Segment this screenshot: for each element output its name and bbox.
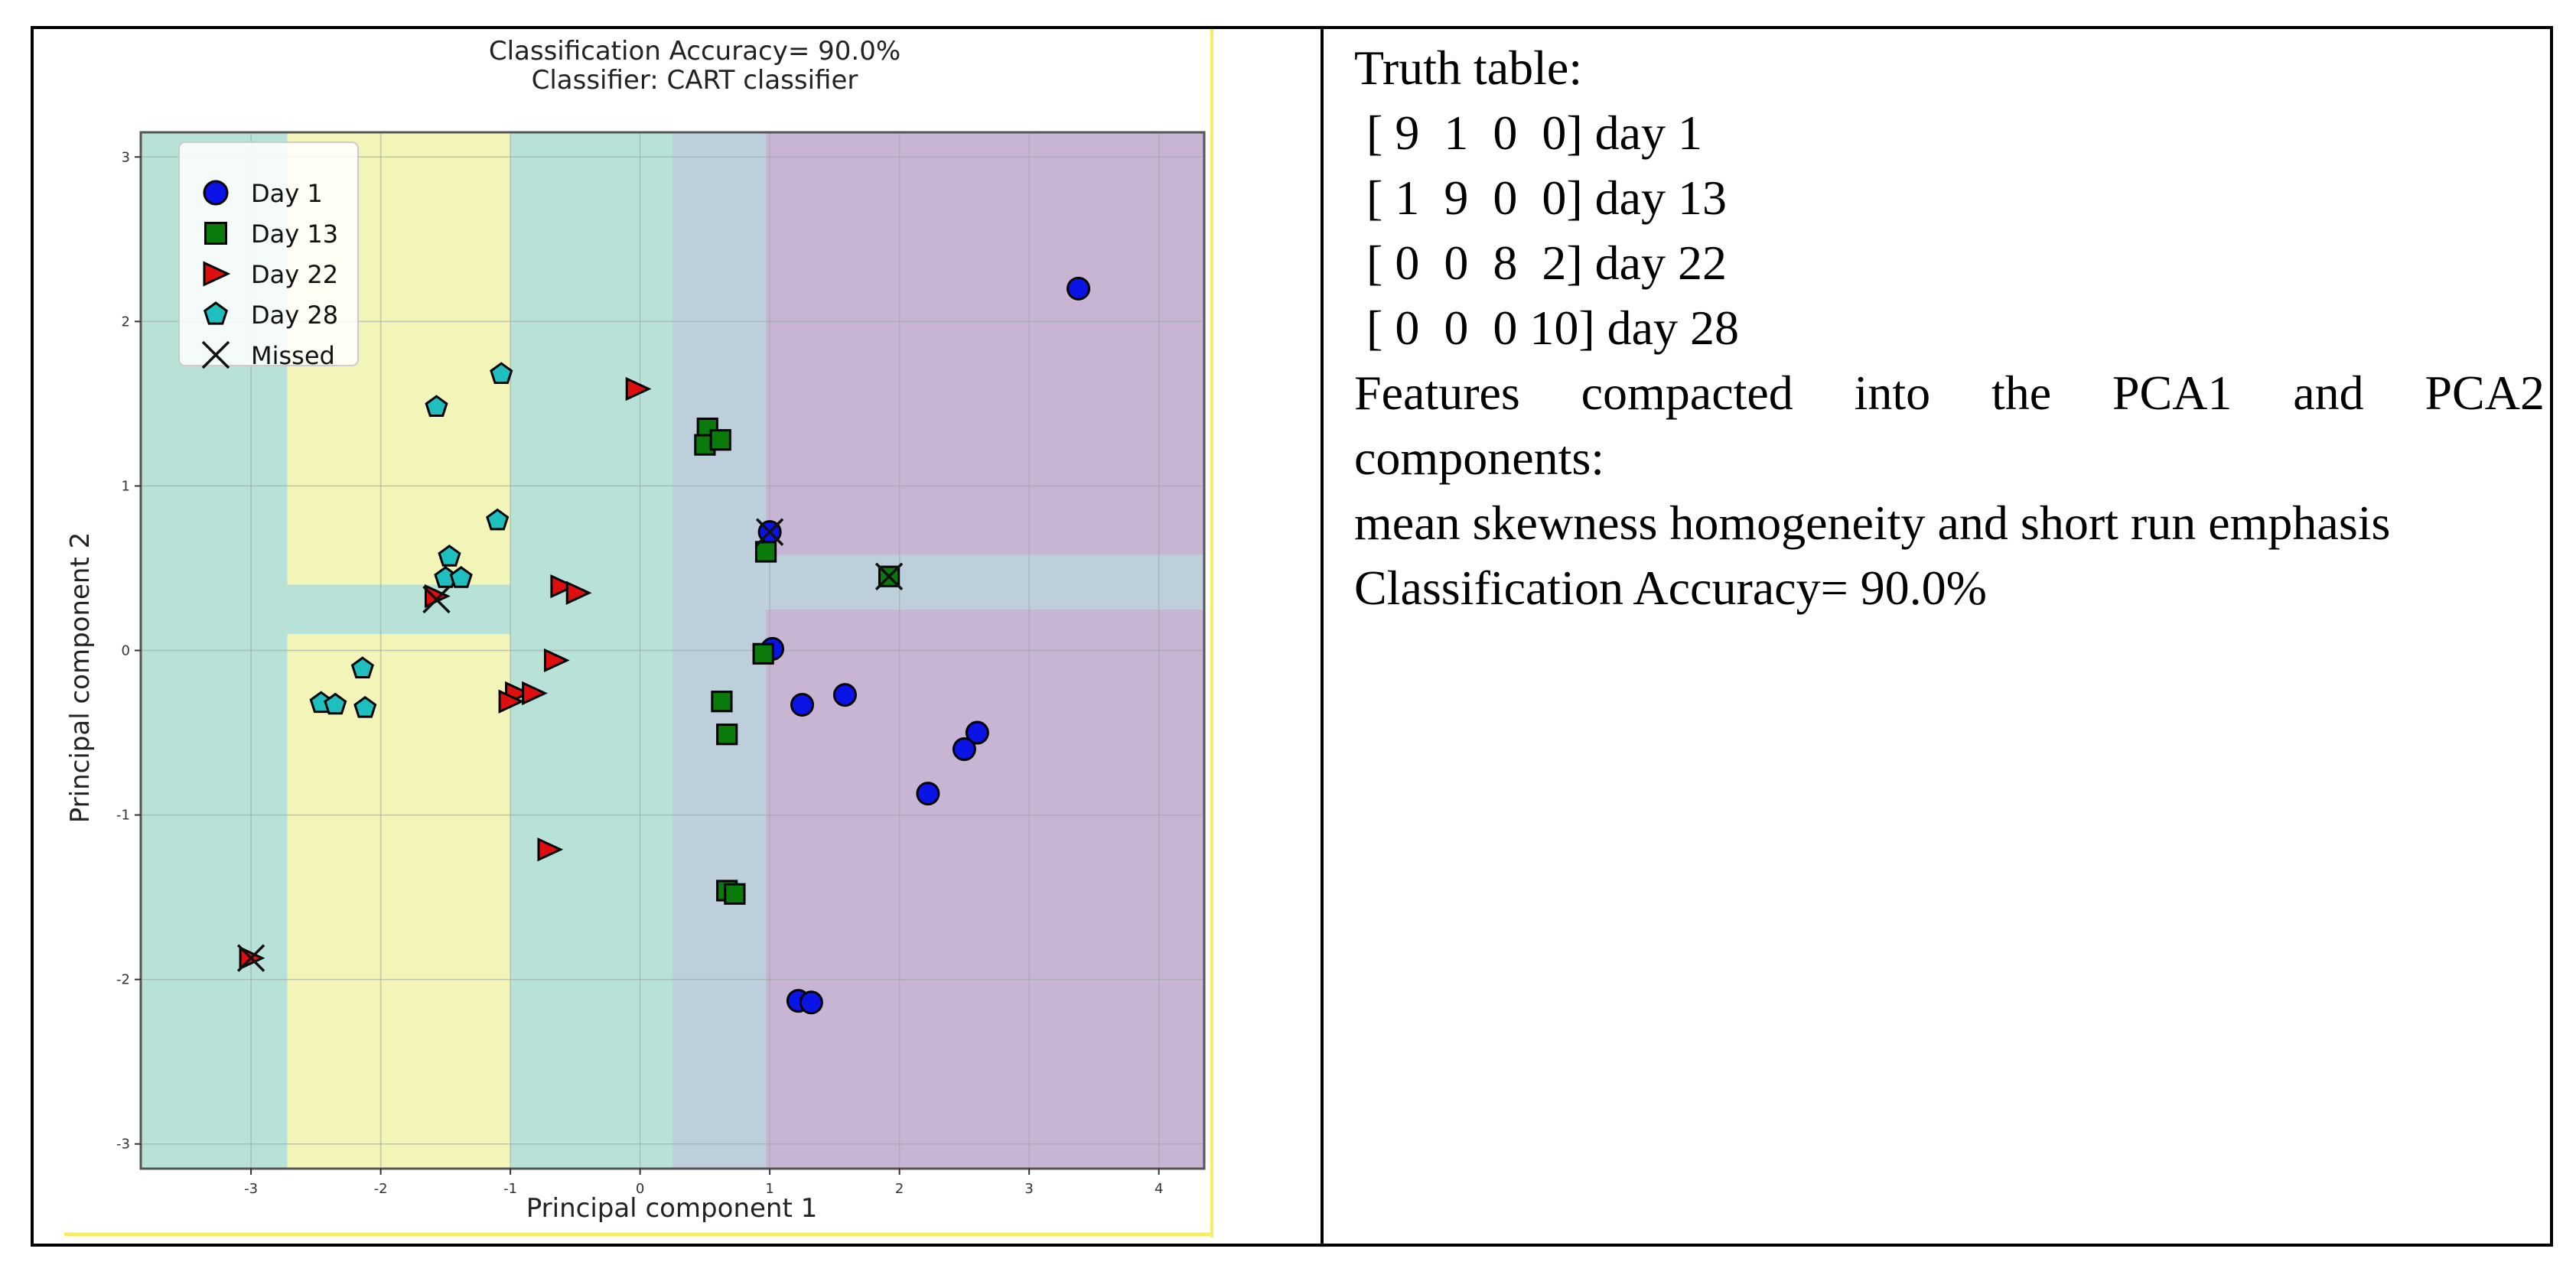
point-day-1 [952, 737, 976, 762]
point-day-22 [522, 681, 548, 706]
features-word: and [2293, 366, 2364, 420]
truth-row-1: [ 9 1 0 0] day 1 [1354, 106, 1703, 160]
chart-subtitle: Classifier: CART classifier [532, 65, 858, 96]
x-tick-label: 3 [1024, 1181, 1033, 1197]
features-word: PCA1 [2112, 366, 2232, 420]
x-tick-label: 1 [765, 1181, 773, 1197]
point-day-1 [965, 720, 989, 745]
decision-region-cyan [287, 584, 511, 634]
decision-region-yellow [287, 633, 511, 1169]
features-line-end: components: [1354, 431, 1605, 485]
legend-label-missed: Missed [251, 341, 335, 370]
legend-marker-day-13 [204, 222, 227, 245]
legend-label-day-13: Day 13 [251, 220, 338, 249]
legend-label-day-22: Day 22 [251, 260, 338, 289]
y-tick-label: -3 [116, 1137, 130, 1153]
accuracy-text: Classification Accuracy= 90.0% [1354, 561, 1987, 615]
chart-cell: -3 -2 -1 0 1 2 3 4 -3 -2 -1 0 1 2 3 Day 1 Day 13 Day 22 D… [34, 29, 1321, 1244]
legend-label-day-28: Day 28 [251, 301, 338, 330]
legend-label-day-1: Day 1 [251, 179, 323, 208]
point-day-1 [799, 990, 823, 1015]
axis-ticks: -3 -2 -1 0 1 2 3 4 -3 -2 -1 0 1 2 3 [116, 149, 1163, 1197]
legend-marker-missed [201, 340, 230, 369]
y-tick-label: 1 [122, 478, 130, 494]
point-day-22 [543, 648, 570, 673]
point-day-1 [1067, 276, 1091, 301]
features-word: PCA2 [2425, 366, 2545, 420]
decision-region-purple [766, 132, 1204, 555]
decision-region-purple [766, 609, 1204, 1169]
features-word: into [1854, 366, 1931, 420]
x-tick-label: 4 [1154, 1181, 1163, 1197]
point-day-13 [709, 429, 731, 451]
features-word: compacted [1581, 366, 1793, 420]
point-day-22 [537, 837, 564, 862]
point-day-13 [724, 883, 746, 905]
truth-row-3: [ 0 0 8 2] day 22 [1354, 236, 1728, 290]
point-day-28 [324, 692, 347, 715]
x-tick-label: 2 [895, 1181, 904, 1197]
y-tick-label: 2 [122, 314, 130, 330]
point-day-13 [752, 642, 774, 665]
figure-table: -3 -2 -1 0 1 2 3 4 -3 -2 -1 0 1 2 3 Day 1 Day 13 Day 22 D… [31, 26, 2553, 1247]
point-day-13 [716, 724, 738, 746]
point-day-22 [498, 689, 525, 714]
point-missed [874, 562, 904, 590]
truth-row-2: [ 1 9 0 0] day 13 [1354, 171, 1728, 225]
point-day-28 [353, 695, 377, 718]
point-day-13 [754, 541, 777, 563]
legend-marker-day-1 [203, 180, 229, 206]
point-missed [422, 585, 451, 614]
point-day-1 [790, 692, 815, 717]
point-missed [236, 944, 265, 972]
point-day-1 [832, 683, 857, 707]
x-tick-label: -2 [374, 1181, 388, 1197]
point-day-22 [625, 376, 652, 402]
legend-marker-day-22 [203, 261, 231, 287]
point-day-28 [438, 545, 461, 567]
point-day-22 [550, 574, 577, 599]
point-day-22 [565, 580, 592, 605]
features-list: mean skewness homogeneity and short run … [1354, 496, 2391, 550]
features-line: Features compacted into the PCA1 and PCA… [1354, 360, 2545, 425]
point-day-28 [425, 395, 448, 418]
y-tick-label: -2 [116, 972, 130, 988]
legend-marker-day-28 [203, 301, 229, 325]
decision-region-blue [766, 554, 1204, 610]
point-day-28 [490, 362, 513, 384]
point-day-28 [350, 656, 374, 678]
legend: Day 1 Day 13 Day 22 Day 28 Missed [178, 141, 359, 370]
point-day-1 [916, 782, 940, 806]
point-missed [755, 518, 784, 546]
point-day-28 [449, 566, 473, 588]
y-tick-label: -1 [116, 808, 130, 824]
features-word: the [1991, 366, 2052, 420]
features-word: Features [1354, 366, 1520, 420]
truth-table-title: Truth table: [1354, 41, 1583, 95]
y-tick-label: 0 [122, 643, 130, 659]
y-tick-label: 3 [122, 149, 130, 165]
chart-title: Classification Accuracy= 90.0% [489, 36, 900, 67]
legend-box [178, 141, 359, 366]
x-tick-label: -1 [503, 1181, 517, 1197]
cell-divider [1321, 29, 1324, 1244]
x-tick-label: -3 [244, 1181, 258, 1197]
point-day-28 [486, 508, 510, 531]
y-axis-label: Principal component 2 [65, 532, 96, 823]
truth-row-4: [ 0 0 0 10] day 28 [1354, 301, 1740, 355]
data-points [236, 276, 1091, 1015]
point-day-13 [711, 691, 733, 713]
info-cell: Truth table: [ 9 1 0 0] day 1 [ 1 9 0 0]… [1327, 29, 2551, 1244]
x-tick-label: 0 [636, 1181, 644, 1197]
x-axis-label: Principal component 1 [526, 1193, 817, 1224]
